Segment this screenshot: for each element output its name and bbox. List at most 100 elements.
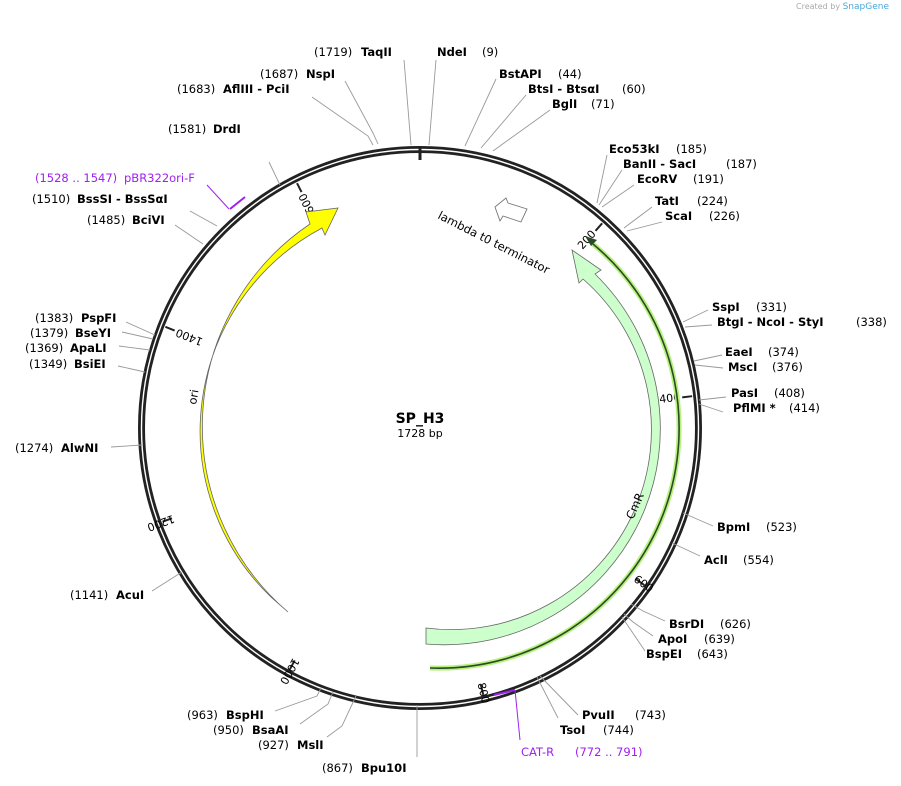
tick-label: 800	[475, 681, 492, 704]
svg-text:(1485): (1485)	[87, 213, 125, 227]
enzyme-apali: ApaLI	[70, 341, 107, 355]
snapgene-logo: SnapGene	[842, 2, 889, 12]
enzyme-bsphi: BspHI	[226, 708, 264, 722]
plasmid-name: SP_H3	[396, 411, 445, 427]
enzyme-pvuii: PvuII	[582, 708, 615, 722]
enzyme-pasi: PasI	[731, 386, 758, 400]
svg-text:(187): (187)	[726, 157, 757, 171]
tick-mark	[296, 182, 303, 193]
enzyme-btsi: BtsI - BtsαI	[528, 82, 599, 96]
enzyme-eco53ki: Eco53kI	[609, 142, 660, 156]
svg-text:(374): (374)	[768, 345, 799, 359]
enzyme-nspi: NspI	[306, 67, 335, 81]
snapgene-credit: Created by SnapGene	[796, 2, 889, 12]
svg-text:(963): (963)	[187, 708, 218, 722]
enzyme-bpmi: BpmI	[717, 520, 750, 534]
svg-text:(44): (44)	[558, 67, 582, 81]
svg-text:(9): (9)	[482, 45, 498, 59]
svg-text:(224): (224)	[697, 194, 728, 208]
enzyme-msci: MscI	[728, 360, 757, 374]
enzyme-bseyi: BseYI	[75, 326, 111, 340]
tick-mark	[682, 395, 693, 399]
enzyme-ecorv: EcoRV	[637, 172, 677, 186]
enzyme-bcivi: BciVI	[132, 213, 165, 227]
enzyme-scai: ScaI	[665, 209, 692, 223]
svg-text:(927): (927)	[258, 738, 289, 752]
enzyme-bsrdi: BsrDI	[669, 617, 704, 631]
enzyme-afliii-pcii: AflIII - PciI	[223, 82, 290, 96]
svg-text:(1274): (1274)	[15, 441, 53, 455]
enzyme-acli: AclI	[704, 553, 728, 567]
primer-pbr322ori-f[interactable]: (1528 .. 1547) pBR322ori-F	[35, 171, 246, 210]
svg-text:(71): (71)	[591, 97, 615, 111]
svg-text:(1141): (1141)	[70, 588, 108, 602]
enzyme-sspi: SspI	[712, 300, 740, 314]
enzyme-bsaai: BsaAI	[252, 723, 289, 737]
svg-text:(1349): (1349)	[29, 357, 67, 371]
enzyme-msli: MslI	[297, 738, 324, 752]
svg-text:(226): (226)	[709, 209, 740, 223]
svg-text:(414): (414)	[789, 401, 820, 415]
ruler-ticks	[162, 182, 693, 695]
enzyme-apoi: ApoI	[658, 632, 687, 646]
svg-text:(376): (376)	[772, 360, 803, 374]
enzyme-acui: AcuI	[116, 588, 144, 602]
tick-mark	[479, 684, 485, 695]
svg-text:(1683): (1683)	[177, 82, 215, 96]
feature-lambda-t0-terminator[interactable]	[494, 197, 528, 223]
feature-ori-label: ori	[185, 388, 201, 405]
enzyme-eaei: EaeI	[725, 345, 753, 359]
tick-mark	[164, 325, 176, 332]
enzyme-ndei: NdeI	[437, 45, 467, 59]
tick-mark	[594, 222, 603, 232]
svg-text:(867): (867)	[322, 761, 353, 775]
tick-label: 1200	[145, 512, 176, 534]
svg-text:(185): (185)	[676, 142, 707, 156]
svg-text:(1379): (1379)	[30, 326, 68, 340]
svg-text:(626): (626)	[720, 617, 751, 631]
svg-text:CAT-R: CAT-R	[521, 745, 554, 759]
svg-text:(1719): (1719)	[314, 45, 352, 59]
enzyme-bspei: BspEI	[646, 647, 682, 661]
tick-mark	[635, 578, 646, 586]
enzyme-bsssi: BssSI - BssSαI	[77, 192, 168, 206]
tick-mark	[289, 659, 296, 670]
svg-text:(338): (338)	[856, 315, 887, 329]
enzyme-labels: (1719) TaqII NdeI (9) BstAPI (44) BtsI -…	[15, 45, 887, 775]
primer-cat-r[interactable]: CAT-R (772 .. 791)	[493, 689, 643, 759]
svg-text:(191): (191)	[693, 172, 724, 186]
svg-text:(1528 .. 1547): (1528 .. 1547)	[35, 171, 117, 185]
enzyme-tati: TatI	[655, 194, 679, 208]
enzyme-bsiei: BsiEI	[74, 357, 106, 371]
svg-text:(744): (744)	[603, 723, 634, 737]
svg-text:(743): (743)	[635, 708, 666, 722]
feature-cmr[interactable]	[425, 249, 661, 646]
svg-text:(554): (554)	[743, 553, 774, 567]
enzyme-leaders	[110, 59, 727, 757]
svg-text:(331): (331)	[756, 300, 787, 314]
svg-text:(523): (523)	[766, 520, 797, 534]
enzyme-tsoi: TsoI	[560, 723, 585, 737]
enzyme-pflmi: PflMI *	[733, 401, 776, 415]
svg-text:(950): (950)	[213, 723, 244, 737]
svg-text:(1581): (1581)	[168, 122, 206, 136]
svg-text:(1383): (1383)	[35, 311, 73, 325]
feature-ori[interactable]	[199, 207, 339, 613]
enzyme-drdi: DrdI	[213, 122, 241, 136]
svg-text:(408): (408)	[774, 386, 805, 400]
svg-text:(1510): (1510)	[32, 192, 70, 206]
svg-text:(639): (639)	[704, 632, 735, 646]
enzyme-bpu10i: Bpu10I	[361, 761, 406, 775]
svg-text:pBR322ori-F: pBR322ori-F	[124, 171, 195, 185]
enzyme-pspfi: PspFI	[81, 311, 116, 325]
tick-label: 1400	[174, 326, 205, 348]
svg-text:(643): (643)	[697, 647, 728, 661]
enzyme-bgli: BglI	[552, 97, 577, 111]
enzyme-btgi-ncoi-styi: BtgI - NcoI - StyI	[717, 315, 824, 329]
orf-arrowhead	[585, 236, 597, 246]
enzyme-banii-saci: BanII - SacI	[623, 157, 696, 171]
enzyme-bstapi: BstAPI	[499, 67, 542, 81]
svg-text:(1687): (1687)	[260, 67, 298, 81]
svg-text:(1369): (1369)	[25, 341, 63, 355]
